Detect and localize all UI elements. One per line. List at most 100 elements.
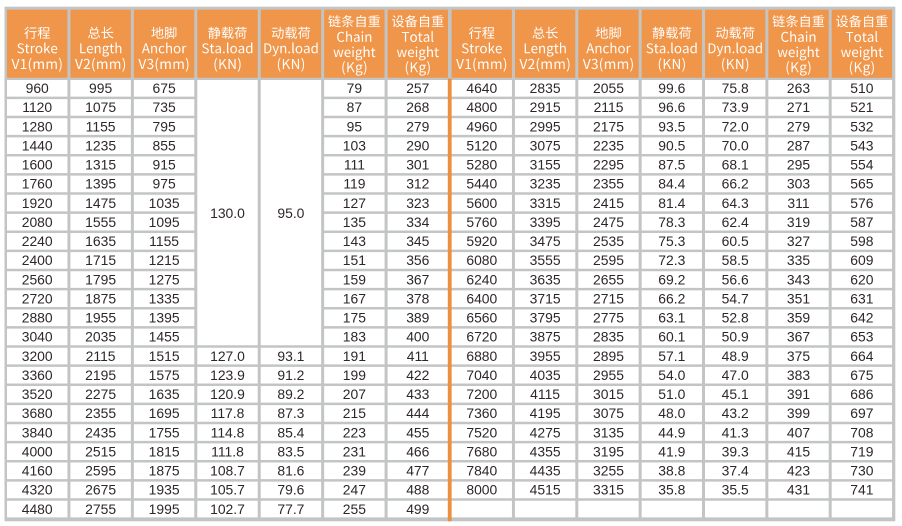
svg-text:4435: 4435 bbox=[530, 463, 561, 479]
svg-text:735: 735 bbox=[153, 99, 176, 115]
svg-text:56.6: 56.6 bbox=[722, 271, 749, 287]
svg-text:127.0: 127.0 bbox=[210, 348, 245, 364]
svg-text:151: 151 bbox=[343, 252, 366, 268]
svg-text:415: 415 bbox=[787, 443, 810, 459]
svg-text:2655: 2655 bbox=[593, 271, 624, 287]
svg-text:75.8: 75.8 bbox=[722, 80, 749, 96]
svg-text:2055: 2055 bbox=[593, 80, 624, 96]
svg-text:915: 915 bbox=[153, 157, 176, 173]
svg-text:51.0: 51.0 bbox=[658, 386, 685, 402]
svg-text:4275: 4275 bbox=[530, 424, 561, 440]
svg-text:423: 423 bbox=[787, 463, 810, 479]
svg-text:41.3: 41.3 bbox=[722, 424, 749, 440]
svg-text:995: 995 bbox=[89, 80, 112, 96]
svg-text:119: 119 bbox=[343, 176, 365, 192]
svg-text:127: 127 bbox=[343, 195, 366, 211]
svg-text:323: 323 bbox=[406, 195, 429, 211]
svg-text:66.2: 66.2 bbox=[722, 176, 749, 192]
svg-text:3475: 3475 bbox=[530, 233, 561, 249]
svg-text:2835: 2835 bbox=[593, 329, 624, 345]
svg-text:1815: 1815 bbox=[149, 443, 180, 459]
svg-text:697: 697 bbox=[850, 405, 873, 421]
svg-text:741: 741 bbox=[850, 482, 873, 498]
svg-text:6400: 6400 bbox=[466, 290, 497, 306]
svg-text:287: 287 bbox=[787, 137, 810, 153]
svg-text:7840: 7840 bbox=[466, 463, 497, 479]
svg-text:135: 135 bbox=[343, 214, 366, 230]
svg-text:855: 855 bbox=[153, 137, 176, 153]
svg-text:675: 675 bbox=[850, 367, 873, 383]
svg-text:5760: 5760 bbox=[466, 214, 497, 230]
svg-text:167: 167 bbox=[343, 290, 366, 306]
svg-text:598: 598 bbox=[850, 233, 873, 249]
svg-text:351: 351 bbox=[787, 290, 810, 306]
svg-text:327: 327 bbox=[787, 233, 810, 249]
svg-text:85.4: 85.4 bbox=[277, 424, 304, 440]
svg-text:7360: 7360 bbox=[466, 405, 497, 421]
svg-text:78.3: 78.3 bbox=[658, 214, 685, 230]
svg-text:2355: 2355 bbox=[593, 176, 624, 192]
svg-text:444: 444 bbox=[406, 405, 429, 421]
svg-text:95.0: 95.0 bbox=[277, 205, 304, 221]
svg-text:383: 383 bbox=[787, 367, 810, 383]
svg-text:3135: 3135 bbox=[593, 424, 624, 440]
svg-text:268: 268 bbox=[406, 99, 429, 115]
svg-text:105.7: 105.7 bbox=[210, 482, 245, 498]
svg-text:3680: 3680 bbox=[22, 405, 53, 421]
svg-text:2400: 2400 bbox=[22, 252, 53, 268]
svg-text:499: 499 bbox=[406, 501, 429, 517]
svg-text:90.5: 90.5 bbox=[658, 137, 685, 153]
svg-text:795: 795 bbox=[153, 118, 176, 134]
svg-text:4640: 4640 bbox=[466, 80, 497, 96]
svg-text:422: 422 bbox=[406, 367, 429, 383]
svg-text:2275: 2275 bbox=[85, 386, 116, 402]
svg-text:532: 532 bbox=[850, 118, 873, 134]
svg-text:3520: 3520 bbox=[22, 386, 53, 402]
svg-text:58.5: 58.5 bbox=[722, 252, 749, 268]
svg-text:79: 79 bbox=[347, 80, 363, 96]
svg-text:44.9: 44.9 bbox=[658, 424, 685, 440]
svg-text:103: 103 bbox=[343, 137, 366, 153]
svg-text:3840: 3840 bbox=[22, 424, 53, 440]
svg-text:4960: 4960 bbox=[466, 118, 497, 134]
svg-text:2775: 2775 bbox=[593, 310, 624, 326]
svg-text:48.9: 48.9 bbox=[722, 348, 749, 364]
svg-text:335: 335 bbox=[787, 252, 810, 268]
svg-text:1715: 1715 bbox=[85, 252, 116, 268]
svg-text:2835: 2835 bbox=[530, 80, 561, 96]
svg-text:2115: 2115 bbox=[594, 99, 624, 115]
svg-text:399: 399 bbox=[787, 405, 810, 421]
svg-text:466: 466 bbox=[406, 443, 429, 459]
svg-text:3955: 3955 bbox=[530, 348, 561, 364]
svg-text:1635: 1635 bbox=[85, 233, 116, 249]
svg-text:279: 279 bbox=[406, 118, 429, 134]
svg-text:191: 191 bbox=[343, 348, 366, 364]
svg-text:84.4: 84.4 bbox=[658, 176, 685, 192]
svg-text:271: 271 bbox=[787, 99, 810, 115]
svg-text:37.4: 37.4 bbox=[722, 463, 749, 479]
svg-text:455: 455 bbox=[406, 424, 429, 440]
svg-text:3315: 3315 bbox=[530, 195, 561, 211]
svg-text:102.7: 102.7 bbox=[210, 501, 245, 517]
svg-text:2235: 2235 bbox=[593, 137, 624, 153]
svg-text:2535: 2535 bbox=[593, 233, 624, 249]
svg-text:2755: 2755 bbox=[85, 501, 116, 517]
svg-text:2560: 2560 bbox=[22, 271, 53, 287]
svg-text:279: 279 bbox=[787, 118, 810, 134]
svg-text:311: 311 bbox=[787, 195, 809, 211]
svg-text:1215: 1215 bbox=[149, 252, 180, 268]
svg-text:554: 554 bbox=[850, 157, 873, 173]
svg-text:5280: 5280 bbox=[466, 157, 497, 173]
svg-text:664: 664 bbox=[850, 348, 873, 364]
svg-text:81.4: 81.4 bbox=[658, 195, 685, 211]
svg-text:303: 303 bbox=[787, 176, 810, 192]
svg-text:719: 719 bbox=[850, 443, 873, 459]
svg-text:4195: 4195 bbox=[530, 405, 561, 421]
svg-text:68.1: 68.1 bbox=[722, 157, 749, 173]
svg-text:73.9: 73.9 bbox=[722, 99, 749, 115]
svg-text:391: 391 bbox=[787, 386, 810, 402]
svg-text:1795: 1795 bbox=[85, 271, 116, 287]
svg-text:4515: 4515 bbox=[530, 482, 561, 498]
svg-text:72.0: 72.0 bbox=[722, 118, 749, 134]
svg-text:87.3: 87.3 bbox=[277, 405, 304, 421]
